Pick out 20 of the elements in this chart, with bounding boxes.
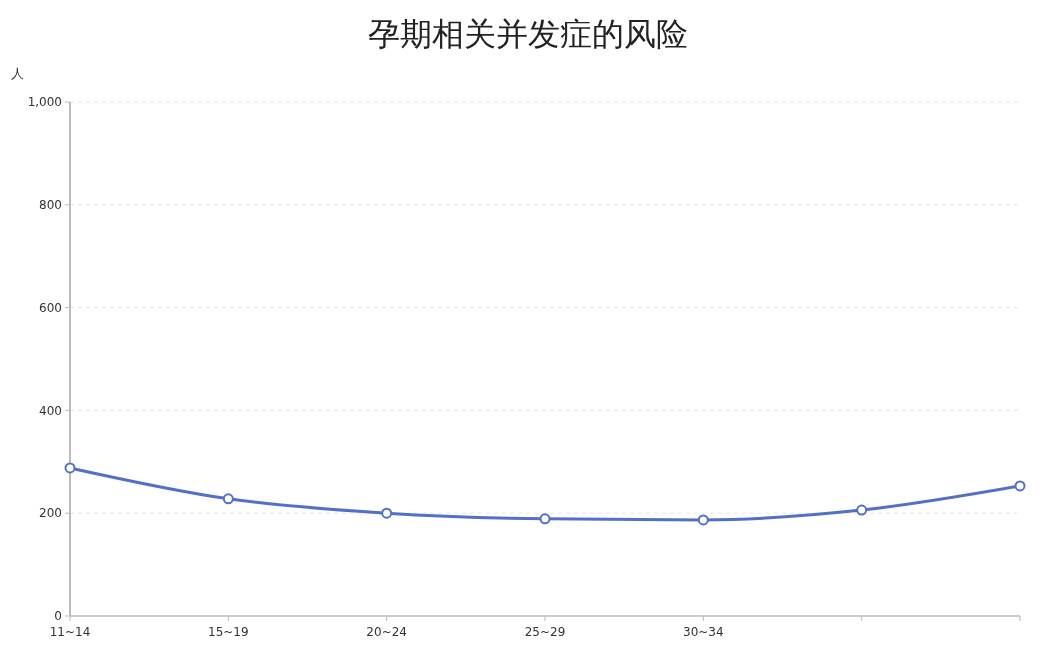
y-tick-label: 600 <box>39 300 62 315</box>
point <box>856 504 868 516</box>
x-tick-label: 20~24 <box>366 625 407 639</box>
point <box>222 493 234 505</box>
point <box>64 462 76 474</box>
point <box>697 514 709 526</box>
y-tick-label: 200 <box>39 506 62 521</box>
y-axis-title: 人 <box>10 66 24 81</box>
y-tick-label: 0 <box>54 609 62 624</box>
point <box>1014 480 1026 492</box>
x-tick-label: 11~14 <box>49 625 91 639</box>
y-tick-label: 400 <box>39 403 62 418</box>
x-tick-label: 15~19 <box>208 625 249 639</box>
point <box>381 507 393 519</box>
point <box>539 513 551 525</box>
x-tick-label: 30~34 <box>683 625 724 639</box>
y-tick-label: 1,000 <box>27 95 62 110</box>
chart-title: 孕期相关并发症的风险 <box>367 15 688 53</box>
x-tick-label: 25~29 <box>524 625 566 639</box>
y-tick-label: 800 <box>39 198 62 212</box>
